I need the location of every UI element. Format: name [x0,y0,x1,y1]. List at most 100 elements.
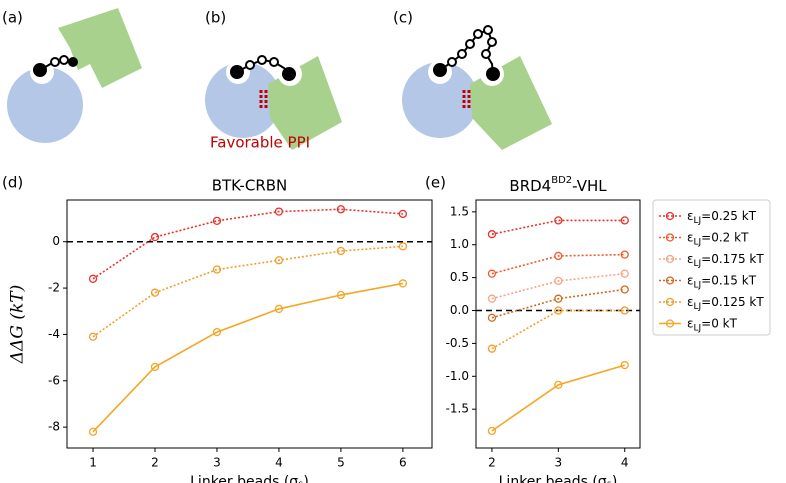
data-point [620,285,629,294]
plot-frame [475,199,641,449]
legend-label: εLJ=0.2 kT [687,230,749,247]
x-tick-label: 2 [488,456,496,470]
x-tick-label: 4 [621,456,629,470]
series-line [92,245,403,338]
chart-title: BRD4BD2-VHL [509,175,607,195]
legend-text-part: LJ [694,302,702,312]
y-tick-label: -6 [48,373,60,387]
data-point [620,360,629,370]
x-tick-label: 6 [399,456,407,470]
x-axis-label: Linker beads (σₛ) [190,474,309,483]
legend-text-part: =0.2 kT [701,230,749,244]
data-point [554,294,563,303]
x-tick-label: 1 [89,456,97,470]
legend-label: εLJ=0.175 kT [687,252,764,269]
data-point [398,209,408,219]
data-point [150,288,160,297]
legend-text-part: ε [687,252,694,266]
legend-marker [665,211,675,221]
panel-label: (a) [2,9,23,27]
legend-text-part: ε [687,273,694,287]
series-line [491,364,625,432]
legend-text-part: =0 kT [701,316,737,330]
y-tick-label: 0.0 [450,303,469,317]
legend-text-part: ε [687,295,694,309]
data-point [398,242,408,251]
plot-frame [66,199,433,449]
chart-title: BTK-CRBN [212,177,288,195]
data-point [554,276,563,286]
title-part: BRD4 [509,177,551,195]
schematic-b [205,55,342,150]
data-point [487,344,497,353]
y-tick-label: 0.5 [450,270,469,284]
x-tick-label: 4 [275,456,283,470]
data-point [487,269,497,278]
series-line [491,272,625,300]
series-line [92,282,404,433]
legend-marker [665,297,675,307]
y-tick-label: -1.5 [446,402,469,416]
legend-label: εLJ=0.25 kT [687,209,757,226]
annotation: Favorable PPI [210,134,310,152]
data-point [150,232,160,242]
data-point [336,246,346,256]
schematic-c [402,25,552,150]
data-point [88,332,98,341]
legend-label: εLJ=0.15 kT [687,273,757,290]
data-point [88,274,98,283]
schematic-a [7,8,142,143]
x-axis-label: Linker beads (σₛ) [499,474,618,483]
legend-label: εLJ=0 kT [687,316,738,333]
y-tick-label: 0 [52,234,60,248]
legend-text-part: ε [687,230,694,244]
data-point [398,279,408,288]
panel-label: (d) [2,174,23,192]
data-point [487,230,497,239]
data-point [212,327,222,337]
x-tick-label: 2 [151,456,159,470]
legend-marker [665,233,675,242]
data-point [212,265,222,274]
legend-text-part: ε [687,209,694,223]
legend-text-part: =0.175 kT [701,252,764,266]
y-axis-label: ΔΔG (kT) [8,285,28,364]
legend-text-part: ε [687,316,694,330]
y-tick-label: -4 [48,327,60,341]
data-point [620,269,629,278]
data-point [620,306,629,315]
series-line [92,208,403,280]
data-point [620,216,629,225]
panel-label: (e) [425,174,446,192]
legend-text-part: LJ [694,280,702,290]
series-line [491,253,625,275]
data-point [150,362,160,372]
data-point [212,216,222,226]
legend-text-part: LJ [694,216,702,226]
series-line [491,309,625,350]
data-point [274,207,284,216]
data-point [554,251,563,261]
legend-text-part: =0.25 kT [701,209,757,223]
y-tick-label: -0.5 [446,336,469,350]
legend-text-part: LJ [694,237,702,247]
data-point [487,426,497,436]
panel-label: (b) [205,9,226,27]
legend-marker [665,276,675,285]
legend-box [652,199,771,336]
legend-text-part: =0.125 kT [701,295,764,309]
y-tick-label: -8 [48,420,60,434]
y-tick-label: 1.5 [450,204,469,218]
legend-text-part: LJ [694,259,702,269]
series-line [491,219,625,235]
data-point [274,256,284,265]
data-point [88,427,98,436]
data-point [620,250,629,259]
y-tick-label: -1.0 [446,369,469,383]
legend-marker [665,254,675,264]
legend-text-part: =0.15 kT [701,273,757,287]
panel-label: (c) [393,9,413,27]
data-point [274,304,284,314]
y-tick-label: 1.0 [450,237,469,251]
